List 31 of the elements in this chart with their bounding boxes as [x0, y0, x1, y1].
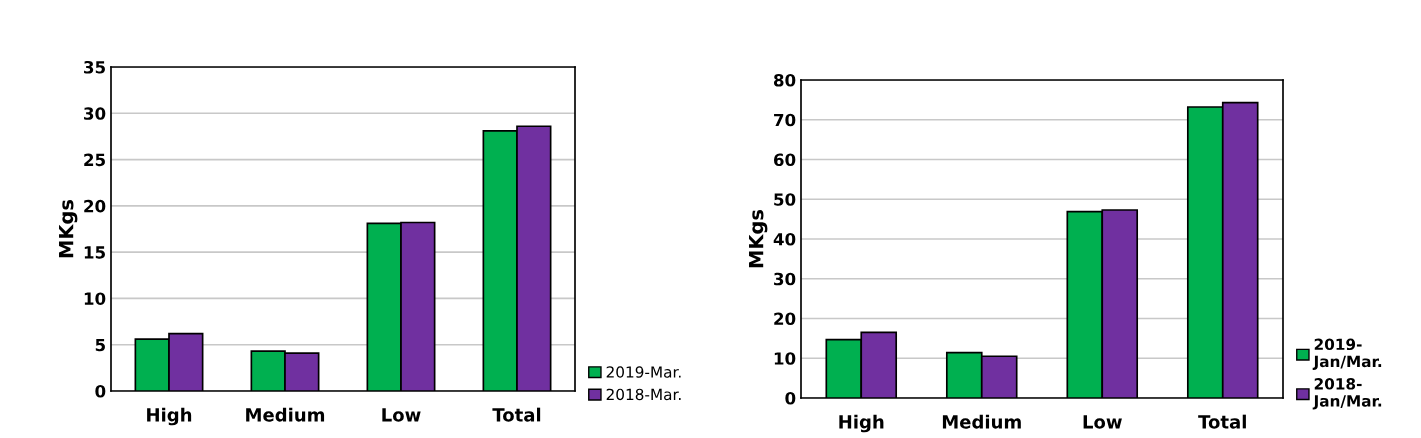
y-tick-label: 5	[95, 338, 105, 352]
y-tick-label: 20	[774, 312, 796, 326]
y-axis-title: MKgs	[59, 199, 78, 258]
x-tick-label: Medium	[246, 407, 325, 422]
y-tick-label: 35	[84, 60, 105, 74]
y-tick-label: 50	[774, 193, 796, 206]
legend-label: 2018-Mar.	[606, 388, 681, 401]
y-tick-label: 30	[84, 107, 106, 120]
y-tick-label: 10	[774, 352, 796, 365]
y-tick-label: 20	[84, 199, 106, 213]
legend-label: 2019-Mar.	[606, 366, 681, 378]
x-tick-label: Total	[492, 407, 541, 422]
x-tick-label: Total	[1198, 414, 1246, 429]
x-tick-label: Medium	[942, 414, 1021, 429]
y-tick-label: 60	[773, 153, 796, 167]
y-tick-label: 0	[95, 384, 106, 398]
y-tick-label: 80	[773, 73, 796, 87]
x-tick-label: High	[147, 407, 192, 426]
x-tick-label: Low	[382, 408, 421, 422]
y-tick-label: 15	[84, 246, 105, 259]
y-tick-label: 25	[84, 153, 105, 167]
y-tick-label: 40	[773, 232, 796, 246]
y-axis-title: MKgs	[749, 209, 768, 268]
y-tick-label: 10	[84, 292, 106, 305]
y-tick-label: 30	[774, 272, 796, 286]
x-tick-label: Low	[1083, 415, 1122, 429]
y-tick-label: 0	[785, 391, 796, 405]
y-tick-label: 70	[774, 113, 796, 127]
x-tick-label: High	[839, 414, 884, 433]
legend-label: 2019- Jan/Mar.	[1312, 338, 1382, 371]
legend-label: 2018- Jan/Mar.	[1312, 378, 1382, 410]
